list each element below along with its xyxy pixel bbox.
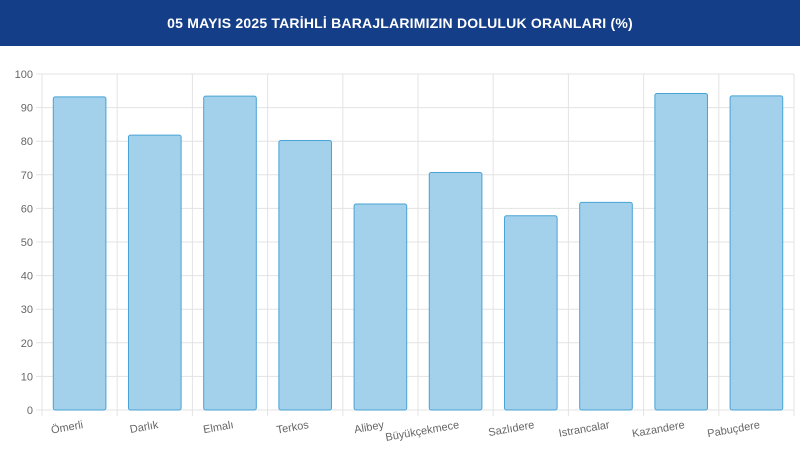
y-tick-label: 50 bbox=[21, 237, 33, 249]
y-tick-label: 0 bbox=[27, 405, 33, 417]
bar-ömerli bbox=[52, 96, 107, 411]
x-tick-label: Kazandere bbox=[631, 419, 685, 440]
x-tick-label: Pabuçdere bbox=[706, 419, 760, 440]
y-tick-label: 60 bbox=[21, 203, 33, 215]
bars bbox=[52, 92, 784, 411]
bar-sazlıdere bbox=[503, 215, 558, 411]
y-tick-label: 10 bbox=[21, 371, 33, 383]
bar-istrancalar bbox=[579, 201, 633, 411]
bar-darlık bbox=[127, 134, 182, 411]
x-tick-label: Sazlıdere bbox=[487, 419, 535, 439]
bar-elmalı bbox=[203, 95, 257, 411]
x-tick-label: Ömerli bbox=[50, 419, 84, 436]
y-tick-label: 40 bbox=[21, 271, 33, 283]
x-tick-label: Istrancalar bbox=[558, 419, 611, 440]
y-axis-ticks: 0 10 20 30 40 50 60 70 80 90 100 bbox=[15, 69, 33, 417]
x-tick-label: Büyükçekmece bbox=[385, 419, 461, 444]
y-tick-label: 90 bbox=[21, 103, 33, 115]
bar-alibey bbox=[353, 203, 408, 411]
y-tick-label: 70 bbox=[21, 170, 33, 182]
bar-terkos bbox=[278, 140, 333, 411]
x-tick-label: Darlık bbox=[129, 419, 160, 436]
bar-pabuçdere bbox=[729, 95, 784, 411]
x-tick-label: Alibey bbox=[353, 419, 385, 436]
chart-title: 05 MAYIS 2025 TARİHLİ BARAJLARIMIZIN DOL… bbox=[167, 15, 633, 31]
bar-büyükçekmece bbox=[428, 171, 483, 411]
y-tick-label: 80 bbox=[21, 136, 33, 148]
bar-kazandere bbox=[654, 92, 709, 411]
x-axis-ticks: Ömerli Darlık Elmalı Terkos Alibey Büyükçekme… bbox=[50, 419, 761, 444]
y-tick-label: 30 bbox=[21, 304, 33, 316]
chart-header: 05 MAYIS 2025 TARİHLİ BARAJLARIMIZIN DOL… bbox=[0, 0, 800, 46]
x-tick-label: Terkos bbox=[276, 419, 310, 437]
y-tick-label: 100 bbox=[15, 69, 33, 81]
y-tick-label: 20 bbox=[21, 338, 33, 350]
x-tick-label: Elmalı bbox=[202, 419, 234, 436]
bar-chart: 0 10 20 30 40 50 60 70 80 90 100 Ömerli Darlık Elmal… bbox=[15, 69, 795, 444]
